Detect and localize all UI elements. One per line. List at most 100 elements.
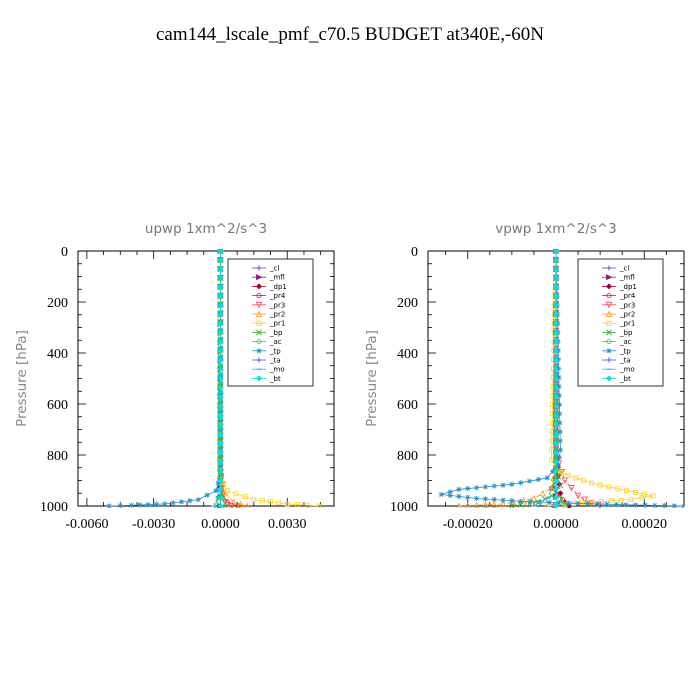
- data-point: [544, 503, 550, 508]
- legend-box: [577, 258, 664, 387]
- data-point: [561, 477, 569, 484]
- data-point: [491, 496, 497, 503]
- y-tick-label: 600: [397, 398, 418, 413]
- data-point: [217, 431, 224, 438]
- data-point: [650, 493, 656, 499]
- data-point: [552, 329, 560, 336]
- data-point: [482, 496, 488, 502]
- series-line: [458, 251, 557, 507]
- series-line: [220, 251, 248, 507]
- x-tick-label: -0.0060: [65, 517, 108, 532]
- data-point: [145, 501, 151, 508]
- data-point: [556, 393, 562, 399]
- data-point: [456, 486, 462, 493]
- data-point: [221, 480, 227, 486]
- data-point: [562, 503, 568, 508]
- data-point: [552, 477, 560, 484]
- data-point: [237, 500, 244, 508]
- y-tick-label: 800: [47, 449, 68, 464]
- data-point: [255, 301, 263, 309]
- data-point: [552, 302, 560, 309]
- data-point: [552, 431, 560, 438]
- x-tick-label: -0.00020: [443, 517, 493, 532]
- series-line: [109, 251, 221, 507]
- data-point: [598, 499, 604, 504]
- data-point: [557, 495, 563, 501]
- legend-label: _pr4: [619, 292, 636, 300]
- data-point: [588, 480, 594, 486]
- data-point: [552, 257, 560, 264]
- y-tick-label: 400: [47, 347, 68, 362]
- data-point: [623, 502, 629, 508]
- legend-label: _pr2: [269, 311, 285, 319]
- data-point: [217, 440, 224, 447]
- data-point: [552, 249, 560, 255]
- x-tick-label: 0.0000: [201, 517, 240, 532]
- chart-panel-1: upwp 1xm^2/s^3 Pressure [hPa] 0 200 400 600 80…: [14, 221, 335, 532]
- legend-label: _ta: [269, 357, 281, 365]
- data-point: [615, 486, 621, 492]
- data-point: [509, 498, 515, 504]
- data-point: [224, 488, 230, 494]
- data-point: [217, 375, 224, 382]
- data-point: [575, 500, 581, 507]
- data-point: [482, 501, 489, 508]
- data-point: [217, 412, 224, 419]
- x-tick-label: 0.00000: [533, 517, 579, 532]
- data-point: [256, 357, 262, 363]
- data-point: [605, 301, 613, 309]
- legend-label: _tp: [619, 347, 631, 355]
- data-point: [606, 484, 612, 490]
- data-point: [580, 500, 585, 506]
- legend-box: [227, 258, 314, 387]
- data-point: [456, 493, 462, 500]
- data-point: [256, 293, 262, 299]
- data-point: [217, 477, 224, 484]
- y-tick-label: 0: [411, 245, 418, 260]
- data-point: [215, 480, 221, 486]
- legend-item: _cl: [602, 265, 629, 273]
- data-point: [255, 375, 263, 382]
- data-point: [305, 502, 311, 508]
- data-point: [544, 475, 550, 481]
- data-point: [552, 366, 560, 373]
- y-tick-label: 0: [61, 245, 68, 260]
- data-point: [276, 500, 282, 506]
- data-point: [642, 502, 648, 508]
- data-point: [217, 339, 224, 346]
- data-point: [681, 503, 684, 508]
- x-tick-label: 0.00020: [622, 517, 668, 532]
- legend-label: _pr1: [619, 320, 635, 328]
- data-point: [447, 489, 453, 495]
- legend-label: _mfl: [619, 274, 635, 282]
- data-point: [613, 501, 619, 508]
- data-point: [162, 501, 168, 507]
- data-point: [552, 449, 560, 456]
- legend-item: _dp1: [252, 283, 287, 291]
- data-point: [527, 499, 533, 505]
- data-point: [128, 502, 135, 508]
- legend-item: _pr4: [602, 292, 636, 300]
- data-point: [217, 266, 224, 273]
- legend-label: _pr1: [269, 320, 285, 328]
- legend-label: _bt: [619, 375, 631, 383]
- legend-item: _bp: [602, 329, 633, 337]
- data-point: [473, 485, 480, 491]
- legend-label: _pr3: [269, 301, 285, 309]
- legend-item: _bt: [252, 375, 281, 383]
- data-point: [465, 494, 471, 500]
- legend-item: _ta: [602, 357, 631, 365]
- data-point: [217, 485, 224, 493]
- data-point: [217, 468, 224, 475]
- data-point: [217, 320, 224, 327]
- data-point: [217, 275, 224, 282]
- legend-label: _ta: [619, 357, 631, 365]
- data-point: [557, 420, 563, 426]
- data-point: [438, 491, 444, 498]
- data-point: [255, 283, 263, 290]
- data-point: [565, 500, 572, 506]
- data-point: [482, 484, 488, 490]
- data-point: [268, 499, 273, 505]
- data-point: [608, 498, 614, 504]
